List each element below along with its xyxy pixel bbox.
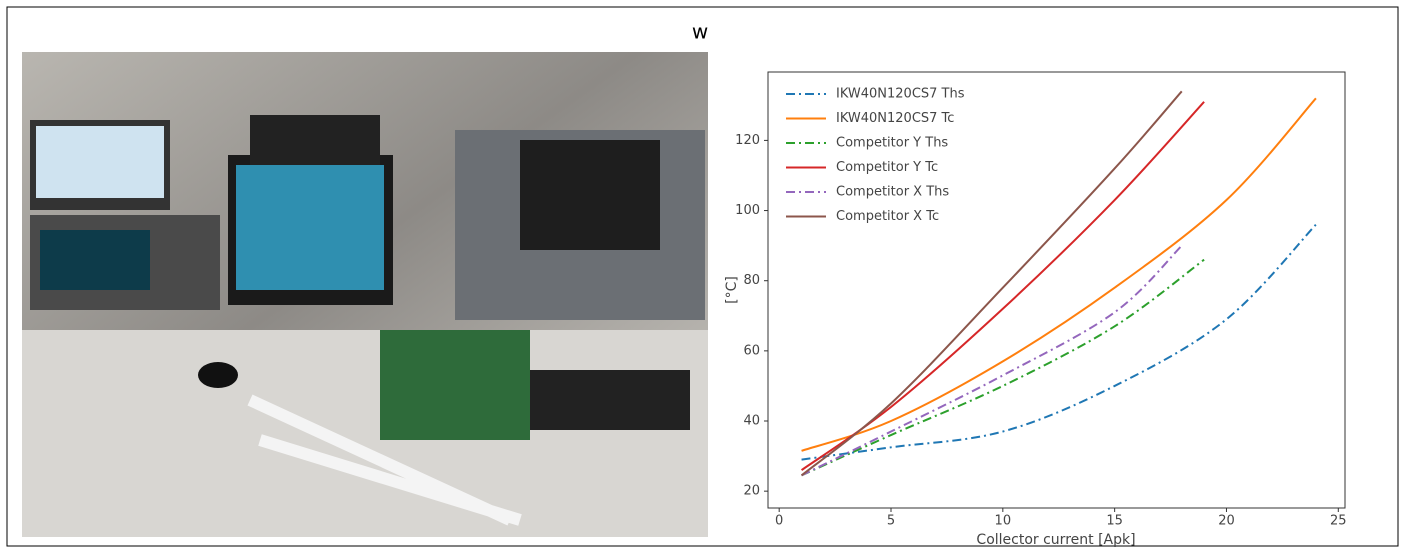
y-tick-label: 100 <box>735 203 760 218</box>
legend-label: Competitor X Tc <box>836 209 939 224</box>
series-line <box>801 97 1317 452</box>
y-tick-label: 20 <box>743 484 760 499</box>
legend-label: Competitor Y Tc <box>836 160 938 175</box>
series-line <box>801 223 1317 461</box>
series-line <box>801 258 1205 477</box>
x-tick-label: 15 <box>1106 514 1123 529</box>
legend-label: IKW40N120CS7 Tc <box>836 111 954 126</box>
y-tick-label: 60 <box>743 343 760 358</box>
heading-mark: w <box>692 20 708 44</box>
legend-label: Competitor Y Ths <box>836 136 948 151</box>
plot-area <box>767 71 1346 509</box>
y-axis-label: [°C] <box>724 276 740 304</box>
photo <box>22 52 708 537</box>
y-tick-label: 40 <box>743 414 760 429</box>
x-tick-label: 10 <box>995 514 1012 529</box>
y-tick-label: 120 <box>735 133 760 148</box>
series-line <box>800 90 1183 477</box>
x-tick-label: 5 <box>887 514 895 529</box>
x-tick-label: 25 <box>1330 514 1347 529</box>
x-axis-label: Collector current [Apk] <box>976 532 1135 548</box>
legend-label: Competitor X Ths <box>836 185 949 200</box>
y-tick-label: 80 <box>743 273 760 288</box>
frame <box>6 6 1399 547</box>
legend-label: IKW40N120CS7 Ths <box>836 87 965 102</box>
x-tick-label: 0 <box>775 514 783 529</box>
x-tick-label: 20 <box>1218 514 1235 529</box>
